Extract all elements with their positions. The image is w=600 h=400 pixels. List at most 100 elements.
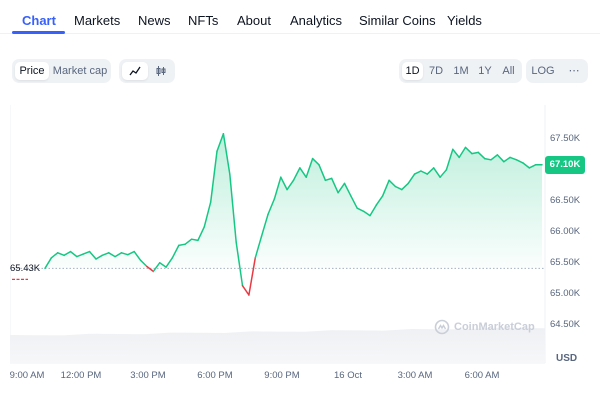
price-line-segment — [311, 157, 320, 166]
price-line-segment — [522, 162, 531, 169]
price-line-segment — [69, 250, 78, 258]
price-line-segment — [318, 164, 327, 182]
price-line-segment — [343, 182, 352, 197]
price-line-segment — [362, 210, 371, 217]
price-button[interactable]: Price — [15, 62, 49, 80]
price-line-segment — [394, 185, 403, 191]
range-all-button[interactable]: All — [502, 65, 515, 77]
x-tick-label: 9:00 AM — [9, 370, 45, 381]
price-line-segment — [452, 148, 460, 159]
price-line-segment — [95, 254, 104, 260]
price-line-segment — [464, 146, 473, 155]
price-line-segment — [133, 250, 142, 262]
price-line-segment — [50, 252, 59, 259]
price-line-segment — [388, 179, 397, 188]
price-line-segment — [158, 262, 167, 268]
price-line-segment — [330, 177, 339, 194]
price-line-segment — [420, 170, 429, 175]
price-line-segment — [426, 167, 435, 175]
market-cap-button[interactable]: Market cap — [52, 65, 108, 77]
price-line-segment — [127, 250, 135, 256]
price-line-segment — [229, 173, 237, 244]
x-tick-label: 6:00 AM — [464, 370, 500, 381]
volume-area — [10, 327, 545, 363]
price-line-segment — [471, 151, 480, 155]
y-tick-label: 67.50K — [550, 133, 581, 144]
y-tick-label: 66.50K — [550, 195, 581, 206]
x-tick-label: 6:00 PM — [197, 370, 233, 381]
price-line-segment — [432, 167, 441, 178]
range-selector: 1D 7D 1M 1Y All — [399, 59, 522, 83]
price-line-segment — [528, 164, 537, 169]
active-tab-indicator — [12, 31, 65, 34]
price-line-segment — [439, 169, 448, 178]
price-line-segment — [184, 238, 193, 245]
price-line-segment — [146, 265, 155, 273]
current-price-tag: 67.10K — [545, 156, 585, 174]
range-1m-button[interactable]: 1M — [453, 65, 469, 77]
tab-markets[interactable]: Markets — [74, 13, 121, 28]
range-1y-button[interactable]: 1Y — [478, 65, 492, 77]
price-line-segment — [76, 253, 84, 258]
y-tick-label: 64.50K — [550, 319, 581, 330]
y-tick-label: 65.50K — [550, 257, 581, 268]
price-line-segment — [401, 182, 409, 191]
tab-nfts[interactable]: NFTs — [188, 13, 219, 28]
price-line-segment — [203, 201, 212, 228]
price-area-fill — [45, 133, 542, 269]
price-line-segment — [178, 243, 186, 247]
price-line-segment — [82, 250, 91, 255]
tab-chart[interactable]: Chart — [22, 13, 56, 28]
tab-news[interactable]: News — [138, 13, 171, 28]
tab-similar-coins[interactable]: Similar Coins — [359, 13, 436, 28]
price-line-segment — [292, 167, 301, 182]
price-line-segment — [88, 250, 97, 260]
price-line-segment — [490, 154, 499, 161]
open-price-label: 65.43K — [10, 263, 41, 274]
price-line-segment — [101, 252, 110, 257]
price-line-segment — [63, 250, 72, 257]
price-line-segment — [197, 226, 206, 242]
price-line-segment — [356, 207, 365, 213]
candlestick-icon[interactable] — [148, 62, 173, 80]
price-line-segment — [515, 159, 524, 164]
price-line-segment — [267, 198, 276, 216]
coinmarketcap-logo-icon — [434, 319, 450, 335]
price-line-segment — [152, 262, 161, 273]
price-line-segment — [477, 151, 486, 160]
price-line-segment — [375, 195, 384, 206]
price-line-segment — [56, 252, 65, 257]
price-line-segment — [337, 182, 346, 194]
price-line-segment — [458, 146, 467, 159]
price-line-segment — [139, 259, 148, 268]
price-line-segment — [216, 133, 225, 152]
price-line-segment — [273, 176, 282, 200]
range-7d-button[interactable]: 7D — [428, 65, 444, 77]
x-tick-label: 3:00 AM — [397, 370, 433, 381]
price-line-segment — [280, 176, 288, 191]
price-line-segment — [171, 244, 180, 259]
tab-analytics[interactable]: Analytics — [290, 13, 343, 28]
range-1d-button[interactable]: 1D — [402, 62, 423, 80]
price-chart[interactable]: 67.50K 66.50K 66.00K 65.50K 65.00K 64.50… — [10, 105, 590, 400]
log-scale-button[interactable]: LOG — [531, 65, 555, 77]
x-tick-label: 12:00 PM — [60, 370, 102, 381]
price-line-segment — [350, 195, 358, 209]
price-line-segment — [120, 252, 129, 256]
tab-about[interactable]: About — [237, 13, 271, 28]
price-line-segment — [305, 157, 314, 178]
coinmarketcap-watermark: CoinMarketCap — [434, 319, 535, 335]
x-tick-label: 16 Oct — [334, 370, 362, 381]
price-line-segment — [324, 177, 333, 182]
price-line-segment — [496, 154, 505, 163]
more-options-icon[interactable]: ⋯ — [568, 65, 580, 77]
price-line-segment — [299, 167, 307, 178]
price-line-segment — [235, 241, 244, 287]
price-line-segment — [222, 133, 231, 175]
price-line-segment — [483, 157, 492, 161]
line-chart-icon[interactable] — [122, 62, 148, 80]
tab-bar: Chart Markets News NFTs About Analytics … — [0, 0, 600, 34]
tab-yields[interactable]: Yields — [447, 13, 482, 28]
currency-label: USD — [556, 353, 578, 364]
x-tick-label: 3:00 PM — [130, 370, 166, 381]
